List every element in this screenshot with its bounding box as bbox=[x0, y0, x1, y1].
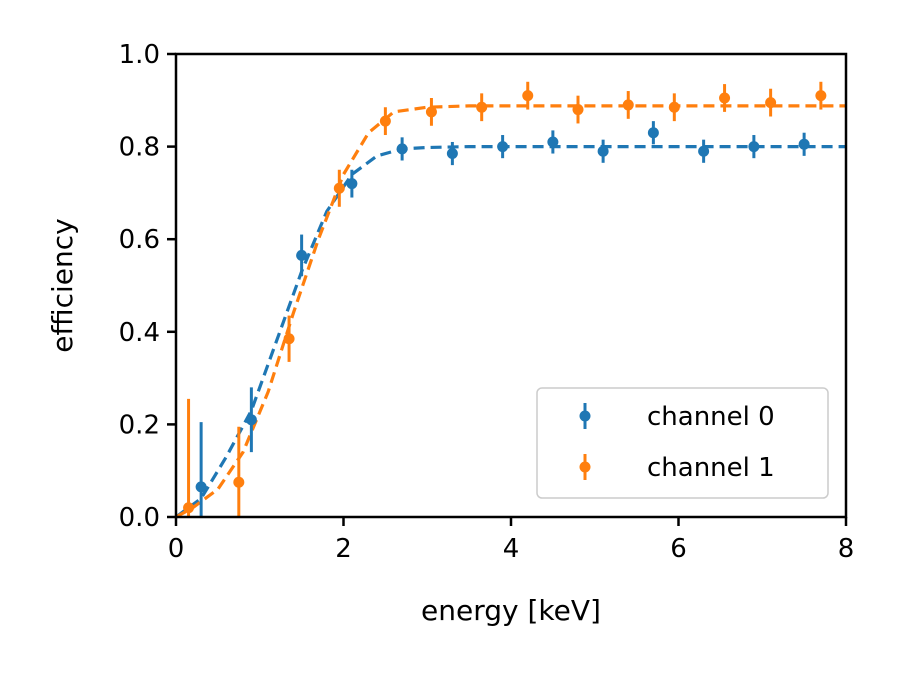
series-0-point bbox=[245, 414, 257, 426]
x-tick-label: 0 bbox=[168, 534, 185, 564]
series-0-fit-line bbox=[175, 145, 846, 519]
series-1-point bbox=[522, 90, 534, 102]
series-0-point bbox=[497, 141, 509, 153]
series-1-point bbox=[425, 106, 437, 118]
series-0-point bbox=[547, 136, 559, 148]
series-0-point bbox=[195, 481, 207, 493]
series-0-point bbox=[698, 145, 710, 157]
x-tick-label: 4 bbox=[503, 534, 520, 564]
series-0-point bbox=[396, 143, 408, 155]
series-1-point bbox=[765, 97, 777, 109]
legend-label: channel 1 bbox=[647, 453, 775, 483]
legend: channel 0 channel 1 bbox=[536, 387, 829, 499]
x-tick-label: 8 bbox=[838, 534, 855, 564]
x-tick-label: 2 bbox=[335, 534, 352, 564]
series-1-point bbox=[233, 476, 245, 488]
series-0-point bbox=[748, 141, 760, 153]
series-1-point bbox=[815, 90, 827, 102]
series-1-point bbox=[668, 101, 680, 113]
y-tick-label: 0.8 bbox=[119, 133, 160, 163]
series-0-point bbox=[597, 145, 609, 157]
series-1-point bbox=[333, 182, 345, 194]
series-1-point bbox=[379, 115, 391, 127]
series-1-point bbox=[719, 92, 731, 104]
legend-label: channel 0 bbox=[647, 402, 775, 432]
y-axis-label: efficiency bbox=[46, 218, 79, 352]
legend-marker bbox=[579, 461, 591, 473]
x-axis-label: energy [keV] bbox=[421, 594, 601, 627]
y-tick-label: 1.0 bbox=[119, 40, 160, 70]
legend-marker bbox=[579, 410, 591, 422]
y-tick-label: 0.6 bbox=[119, 225, 160, 255]
x-tick-label: 6 bbox=[670, 534, 687, 564]
series-1-point bbox=[622, 99, 634, 111]
series-0-point bbox=[647, 127, 659, 139]
legend-box bbox=[536, 387, 829, 499]
y-tick-label: 0.2 bbox=[119, 410, 160, 440]
series-1-point bbox=[183, 502, 195, 514]
series-0-point bbox=[798, 138, 810, 150]
series-0-point bbox=[446, 148, 458, 160]
series-0-point bbox=[296, 249, 308, 261]
series-1-fit-line bbox=[175, 104, 846, 519]
y-tick-label: 0.4 bbox=[119, 318, 160, 348]
y-tick-label: 0.0 bbox=[119, 503, 160, 533]
series-1-point bbox=[283, 333, 295, 345]
series-0-point bbox=[346, 178, 358, 190]
series-1-point bbox=[476, 101, 488, 113]
series-1-point bbox=[572, 104, 584, 116]
